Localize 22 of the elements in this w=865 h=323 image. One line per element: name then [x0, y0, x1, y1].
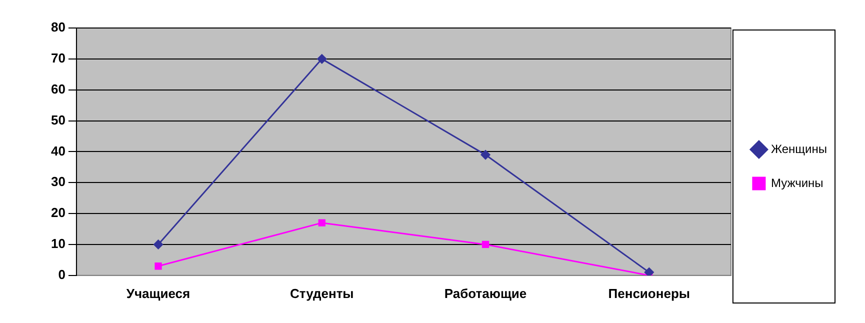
x-tick-label: Учащиеся — [126, 286, 190, 301]
y-tick-label: 60 — [50, 81, 66, 96]
y-tick-label: 80 — [50, 20, 66, 35]
x-tick-label: Студенты — [290, 286, 354, 301]
point — [480, 150, 490, 160]
legend-label: Женщины — [770, 142, 827, 156]
y-tick-label: 40 — [50, 143, 66, 158]
point — [644, 268, 654, 276]
y-tick-label: 0 — [58, 266, 66, 282]
y-tick-label: 50 — [50, 112, 66, 128]
point — [318, 219, 326, 226]
point — [154, 240, 164, 250]
point — [482, 240, 490, 248]
y-tick-label: 70 — [50, 50, 66, 66]
y-tick-label: 30 — [50, 174, 66, 190]
x-tick-label: Пенсионеры — [608, 286, 690, 301]
y-tick-label: 10 — [50, 236, 66, 252]
x-tick-label: Работающие — [444, 286, 527, 301]
legend-label: Мужчины — [770, 176, 824, 190]
point — [317, 54, 327, 64]
y-tick-label: 20 — [50, 205, 66, 220]
point — [154, 262, 162, 270]
